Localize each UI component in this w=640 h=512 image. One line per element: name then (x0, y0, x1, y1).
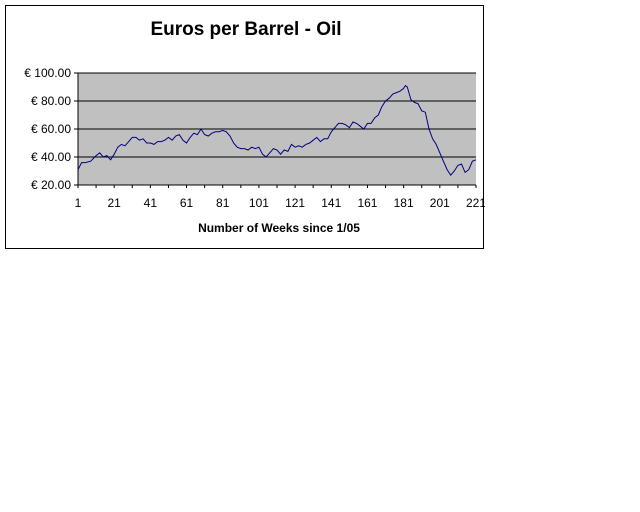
series-line (77, 84, 477, 177)
x-tick-label: 121 (285, 196, 305, 210)
chart-title: Euros per Barrel - Oil (150, 19, 341, 40)
chart-svg: Euros per Barrel - Oil € 20.00 € 40.00 € 6… (24, 19, 485, 235)
y-tick-labels: € 20.00 € 40.00 € 60.00 € 80.00 € 100.00 (24, 66, 71, 192)
y-tick-label: € 80.00 (31, 94, 71, 108)
x-tick-label: 161 (357, 196, 377, 210)
y-tick-label: € 100.00 (24, 66, 71, 80)
x-tick-label: 81 (216, 196, 230, 210)
x-tick-label: 41 (144, 196, 158, 210)
x-tick-labels: 1 21 41 61 81 101 121 141 161 181 201 221 (75, 196, 485, 210)
x-tick-label: 101 (249, 196, 269, 210)
x-tick-label: 61 (180, 196, 194, 210)
y-tick-label: € 20.00 (31, 178, 71, 192)
x-tick-label: 221 (466, 196, 485, 210)
y-tick-label: € 40.00 (31, 150, 71, 164)
grid-layer (78, 72, 476, 158)
x-tick-label: 181 (394, 196, 414, 210)
x-tick-label: 1 (75, 196, 82, 210)
chart-frame: Euros per Barrel - Oil € 20.00 € 40.00 € 6… (5, 5, 485, 249)
x-tick-label: 21 (108, 196, 122, 210)
x-axis-label: Number of Weeks since 1/05 (198, 221, 360, 235)
axis-layer (74, 72, 477, 188)
x-tick-label: 201 (430, 196, 450, 210)
y-tick-label: € 60.00 (31, 122, 71, 136)
x-tick-label: 141 (321, 196, 341, 210)
